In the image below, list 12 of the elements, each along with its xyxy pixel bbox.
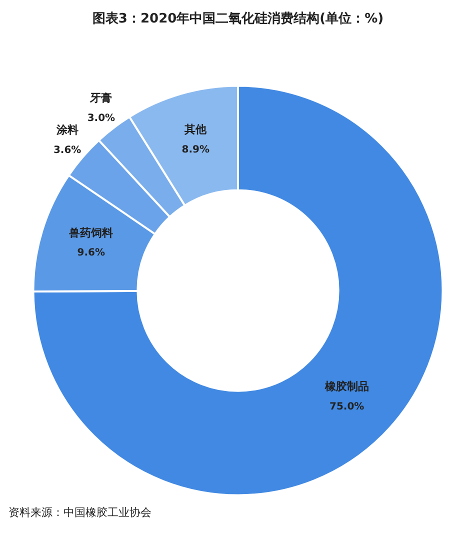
data-label: 3.6% xyxy=(53,144,82,156)
slice-label: 涂料 xyxy=(55,124,78,137)
slice-label: 牙膏 xyxy=(89,92,112,105)
data-label: 8.9% xyxy=(182,144,210,156)
data-label: 3.0% xyxy=(87,112,116,124)
slice-label: 其他 xyxy=(184,123,208,136)
text: 资料来源：中国橡胶工业协会 xyxy=(8,506,152,520)
data-label: 75.0% xyxy=(329,401,364,412)
slice-label: 橡胶制品 xyxy=(324,380,369,394)
chart-title: 图表3：2020年中国二氧化硅消费结构(单位：%) xyxy=(92,10,384,27)
data-label: 9.6% xyxy=(77,247,106,258)
slice-label: 兽药饲料 xyxy=(68,226,114,240)
